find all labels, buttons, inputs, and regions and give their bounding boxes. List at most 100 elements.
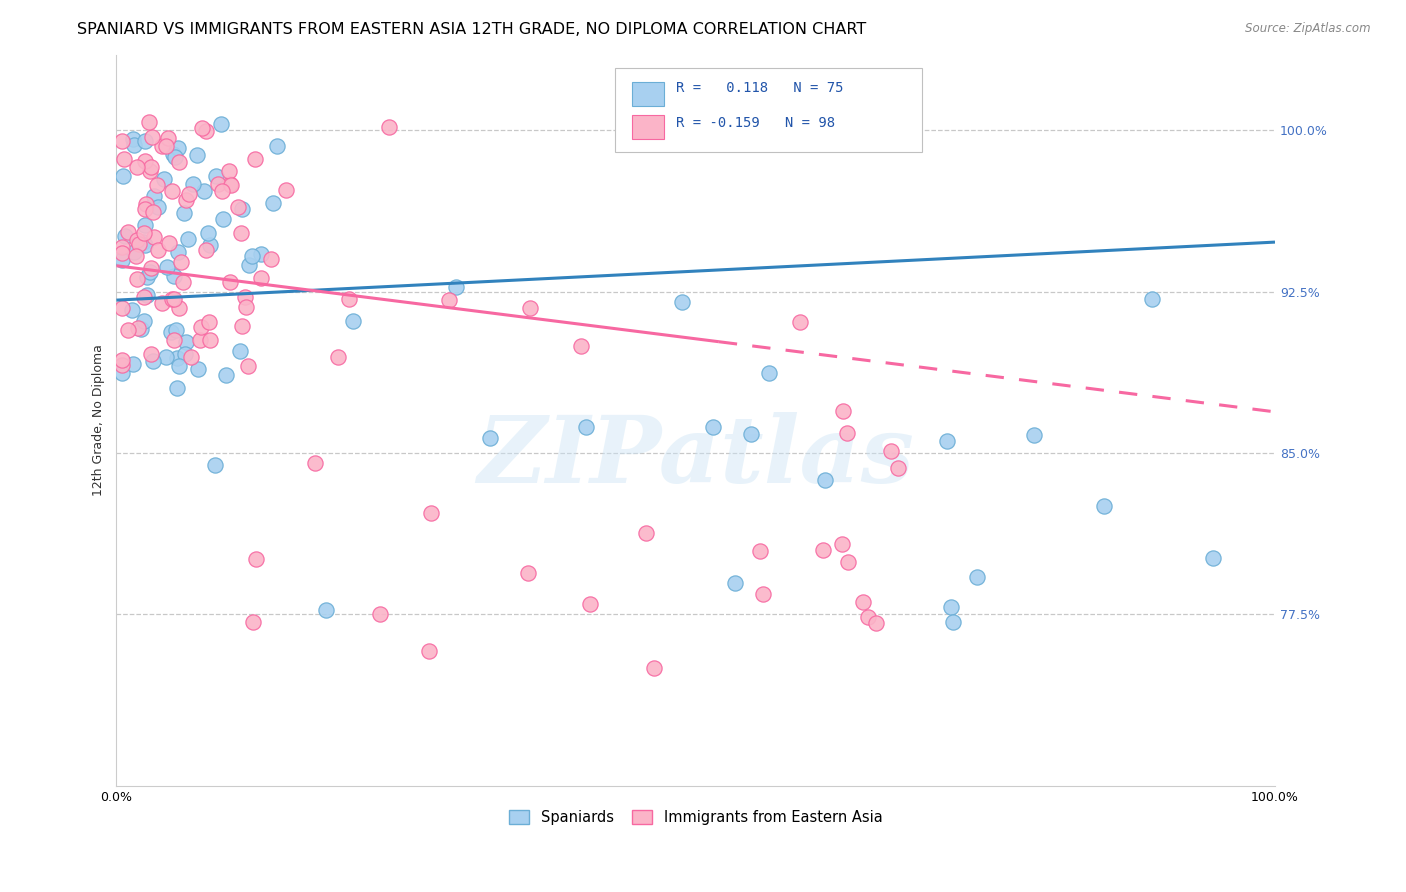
- Point: [197, 226, 219, 240]
- Point: [132, 235, 155, 250]
- Point: [190, 333, 212, 347]
- Point: [966, 570, 988, 584]
- Point: [702, 420, 724, 434]
- Point: [643, 661, 665, 675]
- Point: [211, 184, 233, 198]
- Point: [235, 300, 257, 314]
- Point: [139, 163, 162, 178]
- Point: [214, 368, 236, 382]
- Point: [226, 201, 249, 215]
- FancyBboxPatch shape: [633, 115, 665, 139]
- Point: [207, 177, 229, 191]
- Point: [835, 425, 858, 440]
- Point: [749, 543, 772, 558]
- Point: [832, 404, 855, 418]
- Point: [135, 197, 157, 211]
- Point: [114, 228, 136, 243]
- Point: [134, 237, 156, 252]
- Point: [174, 193, 197, 207]
- Point: [218, 275, 240, 289]
- Point: [205, 169, 228, 184]
- Point: [111, 169, 134, 183]
- Point: [420, 507, 443, 521]
- Point: [111, 246, 134, 260]
- Point: [117, 225, 139, 239]
- Point: [121, 132, 143, 146]
- Point: [195, 124, 218, 138]
- Point: [125, 160, 148, 174]
- Point: [249, 246, 271, 260]
- Text: R =   0.118   N = 75: R = 0.118 N = 75: [676, 80, 844, 95]
- Point: [162, 184, 184, 198]
- Point: [209, 117, 232, 131]
- Point: [1022, 428, 1045, 442]
- Point: [328, 350, 350, 364]
- Point: [111, 358, 134, 372]
- Point: [179, 187, 201, 202]
- Point: [143, 189, 166, 203]
- Point: [219, 177, 242, 191]
- Point: [135, 269, 157, 284]
- Point: [111, 366, 134, 380]
- FancyBboxPatch shape: [633, 82, 665, 106]
- Point: [179, 350, 201, 364]
- Point: [111, 301, 134, 315]
- Point: [212, 211, 235, 226]
- Point: [170, 255, 193, 269]
- Point: [304, 457, 326, 471]
- Point: [134, 313, 156, 327]
- Point: [837, 556, 859, 570]
- Point: [865, 615, 887, 630]
- Point: [117, 323, 139, 337]
- Point: [134, 153, 156, 168]
- Point: [887, 461, 910, 475]
- Point: [315, 603, 337, 617]
- Point: [758, 366, 780, 380]
- Point: [368, 607, 391, 622]
- Point: [125, 271, 148, 285]
- Point: [163, 333, 186, 347]
- Point: [183, 177, 205, 191]
- Point: [813, 542, 835, 557]
- Point: [166, 351, 188, 365]
- Point: [153, 171, 176, 186]
- Point: [194, 244, 217, 258]
- FancyBboxPatch shape: [614, 69, 922, 153]
- Point: [139, 260, 162, 275]
- Point: [260, 252, 283, 266]
- Point: [142, 353, 165, 368]
- Point: [479, 431, 502, 445]
- Point: [939, 600, 962, 615]
- Point: [245, 552, 267, 566]
- Point: [129, 322, 152, 336]
- Point: [204, 458, 226, 472]
- Point: [139, 265, 162, 279]
- Point: [517, 566, 540, 580]
- Point: [156, 260, 179, 274]
- Point: [177, 231, 200, 245]
- Point: [134, 134, 156, 148]
- Point: [122, 245, 145, 260]
- Point: [162, 147, 184, 161]
- Point: [122, 138, 145, 153]
- Point: [112, 152, 135, 166]
- Point: [134, 290, 156, 304]
- Point: [191, 121, 214, 136]
- Point: [143, 230, 166, 244]
- Text: Source: ZipAtlas.com: Source: ZipAtlas.com: [1246, 22, 1371, 36]
- Point: [141, 130, 163, 145]
- Point: [262, 195, 284, 210]
- Point: [219, 178, 242, 193]
- Point: [139, 347, 162, 361]
- Point: [418, 644, 440, 658]
- Point: [1140, 293, 1163, 307]
- Point: [125, 249, 148, 263]
- Point: [942, 615, 965, 630]
- Point: [190, 320, 212, 334]
- Point: [198, 333, 221, 347]
- Point: [150, 296, 173, 310]
- Point: [636, 526, 658, 541]
- Point: [165, 323, 187, 337]
- Point: [231, 318, 253, 333]
- Point: [519, 301, 541, 316]
